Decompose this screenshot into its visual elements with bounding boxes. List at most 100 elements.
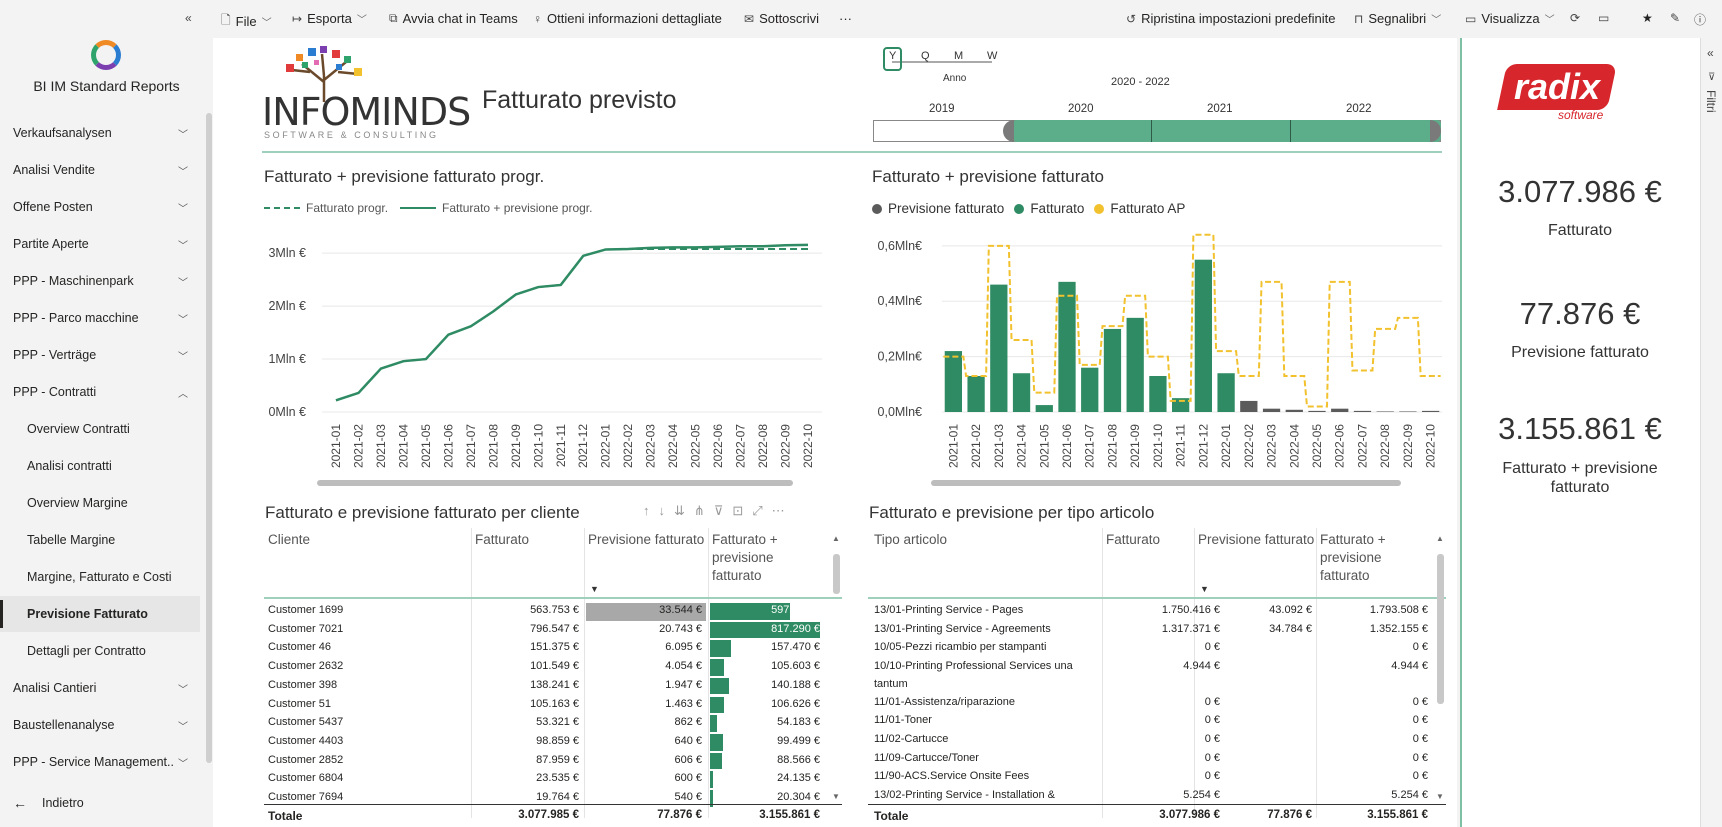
table-scrollbar[interactable] xyxy=(1437,554,1444,704)
sidebar-item-tabelle-margine[interactable]: Tabelle Margine xyxy=(0,522,200,558)
drill-up-icon[interactable]: ↑ xyxy=(643,503,659,518)
bar-fatturato[interactable] xyxy=(1172,398,1190,412)
bar-fatturato[interactable] xyxy=(1081,367,1099,412)
bar-previsione[interactable] xyxy=(1399,411,1417,412)
bar-fatturato[interactable] xyxy=(1126,317,1144,412)
bar-fatturato[interactable] xyxy=(1058,281,1076,412)
level-y-selector[interactable] xyxy=(883,47,902,71)
bar-fatturato[interactable] xyxy=(1012,373,1031,412)
sidebar-item-analisi-cantieri[interactable]: Analisi Cantieri ﹀ xyxy=(0,670,200,706)
expand-filters-icon[interactable]: « xyxy=(1707,46,1714,60)
sidebar-scrollbar[interactable] xyxy=(206,113,212,763)
level-y[interactable]: Y xyxy=(889,50,897,62)
column-header[interactable]: Fatturato xyxy=(475,532,530,547)
sidebar-item-margine-fatturato-e-costi[interactable]: Margine, Fatturato e Costi xyxy=(0,559,200,595)
column-header[interactable]: Fatturato + previsione fatturato xyxy=(1320,532,1386,583)
scroll-up-icon[interactable]: ▲ xyxy=(832,534,840,543)
sidebar-item-offene-posten[interactable]: Offene Posten ﹀ xyxy=(0,189,200,225)
filters-pane-collapsed[interactable]: « ⊽ Filtri xyxy=(1700,38,1722,827)
bar-fatturato[interactable] xyxy=(1194,259,1212,412)
reset-defaults-button[interactable]: ↺ Ripristina impostazioni predefinite xyxy=(1126,11,1336,26)
bar-previsione[interactable] xyxy=(1285,409,1303,412)
sort-desc-icon[interactable]: ▼ xyxy=(590,584,599,594)
sidebar-item-dettagli-per-contratto[interactable]: Dettagli per Contratto xyxy=(0,633,200,669)
bar-previsione[interactable] xyxy=(1240,400,1258,412)
comment-icon[interactable]: ▭ xyxy=(1598,11,1610,25)
column-header[interactable]: Previsione fatturato xyxy=(1198,532,1315,547)
sidebar-item-overview-margine[interactable]: Overview Margine xyxy=(0,485,200,521)
edit-pencil-icon[interactable]: ✎ xyxy=(1670,11,1681,25)
subscribe-button[interactable]: ✉ Sottoscrivi xyxy=(744,11,820,26)
bookmarks-menu[interactable]: ⊓ Segnalibri ﹀ xyxy=(1354,11,1442,26)
sidebar-item-overview-contratti[interactable]: Overview Contratti xyxy=(0,411,200,447)
focus-mode-icon[interactable]: ⤢ xyxy=(752,503,772,518)
more-icon[interactable]: ⋯ xyxy=(771,503,794,518)
sidebar-item-previsione-fatturato[interactable]: Previsione Fatturato xyxy=(0,596,200,632)
pin-icon[interactable]: ⊡ xyxy=(732,503,753,518)
bar-previsione[interactable] xyxy=(1353,410,1372,412)
expand-all-icon[interactable]: ⇊ xyxy=(674,503,694,518)
column-header[interactable]: Tipo articolo xyxy=(874,532,948,547)
column-header[interactable]: Fatturato + previsione fatturato xyxy=(712,532,778,583)
scroll-down-icon[interactable]: ▼ xyxy=(1436,792,1444,801)
scroll-down-icon[interactable]: ▼ xyxy=(832,792,840,801)
sidebar-item-ppp-vertr-ge[interactable]: PPP - Verträge ﹀ xyxy=(0,337,200,373)
sidebar-item-analisi-vendite[interactable]: Analisi Vendite ﹀ xyxy=(0,152,200,188)
scroll-up-icon[interactable]: ▲ xyxy=(1436,534,1444,543)
bar-previsione[interactable] xyxy=(1262,408,1281,412)
line-chart-scrollbar[interactable] xyxy=(317,480,793,486)
hierarchy-icon[interactable]: ⋔ xyxy=(693,503,714,518)
series-line-fatturato-progr[interactable] xyxy=(335,248,808,402)
bar-previsione[interactable] xyxy=(1422,410,1440,412)
bar-fatturato[interactable] xyxy=(944,351,962,412)
sidebar-item-partite-aperte[interactable]: Partite Aperte ﹀ xyxy=(0,226,200,262)
sidebar-item-analisi-contratti[interactable]: Analisi contratti xyxy=(0,448,200,484)
bar-previsione[interactable] xyxy=(1331,408,1349,412)
more-options-button[interactable]: ··· xyxy=(839,11,852,26)
timeline-handle-right[interactable] xyxy=(1430,120,1441,142)
info-icon[interactable]: ⓘ xyxy=(1694,13,1707,27)
column-header[interactable]: Cliente xyxy=(268,532,311,547)
cell-value: 106.626 € xyxy=(771,697,820,710)
column-divider xyxy=(708,528,709,818)
series-line-fatturato-previsione-progr[interactable] xyxy=(335,243,809,402)
sidebar-item-ppp-parco-macchine[interactable]: PPP - Parco macchine ﹀ xyxy=(0,300,200,336)
sidebar-item-verkaufsanalysen[interactable]: Verkaufsanalysen ﹀ xyxy=(0,115,200,151)
teams-chat-button[interactable]: ⧉ Avvia chat in Teams xyxy=(389,11,518,26)
sort-desc-icon[interactable]: ▼ xyxy=(1200,584,1209,594)
view-menu[interactable]: ▭ Visualizza ﹀ xyxy=(1465,11,1555,26)
column-header[interactable]: Fatturato xyxy=(1106,532,1161,547)
favorite-star-icon[interactable]: ★ xyxy=(1642,11,1653,25)
back-button[interactable]: ← Indietro xyxy=(13,795,84,811)
level-m[interactable]: M xyxy=(954,50,964,62)
export-menu[interactable]: ↦ Esporta ﹀ xyxy=(292,11,367,26)
sidebar-item-baustellenanalyse[interactable]: Baustellenanalyse ﹀ xyxy=(0,707,200,743)
bar-previsione[interactable] xyxy=(1376,411,1394,412)
bar-fatturato[interactable] xyxy=(1149,376,1167,412)
bar-fatturato[interactable] xyxy=(1217,373,1235,412)
collapse-nav-icon[interactable]: « xyxy=(185,11,192,25)
bar-fatturato[interactable] xyxy=(967,376,985,412)
bar-fatturato[interactable] xyxy=(1103,328,1122,412)
series-line-fatturato-ap[interactable] xyxy=(943,233,1441,408)
level-w[interactable]: W xyxy=(987,50,998,62)
bar-chart-scrollbar[interactable] xyxy=(931,480,1401,486)
refresh-icon[interactable]: ⟳ xyxy=(1570,11,1581,25)
bar-previsione[interactable] xyxy=(1308,410,1326,412)
bar-chart[interactable]: 0,0Mln€ 0,2Mln€ 0,4Mln€ 0,6Mln€ 2021-01 2021-… xyxy=(870,222,1450,492)
column-header[interactable]: Previsione fatturato xyxy=(588,532,705,547)
sidebar-item-ppp-maschinenpark[interactable]: PPP - Maschinenpark ﹀ xyxy=(0,263,200,299)
bar-fatturato[interactable] xyxy=(990,284,1008,412)
filter-icon[interactable]: ⊽ xyxy=(713,503,733,518)
level-q[interactable]: Q xyxy=(921,50,930,62)
table-scrollbar[interactable] xyxy=(833,554,840,594)
timeline-handle-left[interactable] xyxy=(1003,120,1014,142)
line-chart[interactable]: 0Mln € 1Mln € 2Mln € 3Mln € 2021-01 2021-02 20… xyxy=(262,222,842,492)
file-menu[interactable]: 🗋 File ﹀ xyxy=(221,11,272,32)
drill-down-icon[interactable]: ↓ xyxy=(658,503,674,518)
sidebar-item-ppp-contratti[interactable]: PPP - Contratti ︿ xyxy=(0,374,200,410)
bar-fatturato[interactable] xyxy=(1035,405,1053,412)
timeline-selection[interactable] xyxy=(1007,120,1441,142)
sidebar-item-ppp-service-management[interactable]: PPP - Service Management... ﹀ xyxy=(0,744,200,780)
insights-button[interactable]: ♀ Ottieni informazioni dettagliate xyxy=(533,11,722,26)
